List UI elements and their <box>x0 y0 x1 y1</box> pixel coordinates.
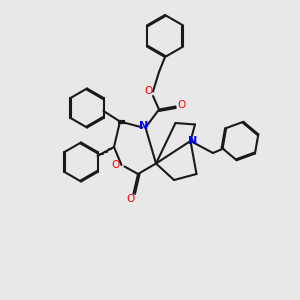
Text: O: O <box>126 194 135 205</box>
Text: O: O <box>177 100 186 110</box>
Text: N: N <box>188 136 197 146</box>
Text: N: N <box>140 121 148 131</box>
Text: O: O <box>144 86 153 97</box>
Text: O: O <box>111 160 120 170</box>
